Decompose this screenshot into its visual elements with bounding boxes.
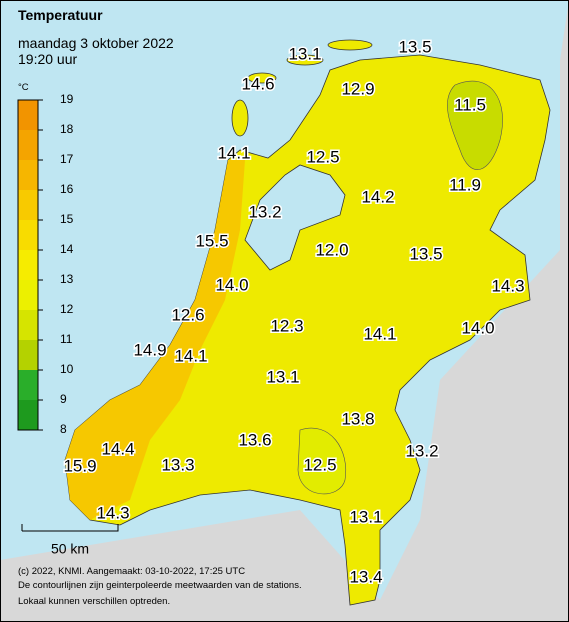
station-value: 13.8 (341, 409, 374, 428)
island (231, 99, 249, 137)
island (327, 39, 373, 51)
date: maandag 3 oktober 2022 (18, 35, 174, 51)
station-value: 15.9 (63, 456, 96, 475)
island (247, 72, 277, 84)
station-value: 14.3 (491, 276, 524, 295)
tick-label: 13 (60, 272, 74, 286)
colorbar-segment (18, 130, 38, 160)
scale-bar (21, 524, 119, 532)
colorbar-segment (18, 160, 38, 190)
colorbar-segment (18, 340, 38, 370)
station-value: 13.6 (238, 430, 271, 449)
scale-label: 50 km (51, 541, 89, 557)
station-value: 12.5 (306, 147, 339, 166)
station-value: 13.1 (266, 367, 299, 386)
footer-line: (c) 2022, KNMI. Aangemaakt: 03-10-2022, … (18, 566, 245, 577)
station-value: 14.9 (133, 340, 166, 359)
colorbar-segment (18, 280, 38, 310)
station-value: 14.1 (217, 143, 250, 162)
station-value: 12.3 (270, 316, 303, 335)
netherlands (64, 54, 551, 606)
colorbar-frame (17, 99, 39, 431)
station-value: 13.2 (405, 441, 438, 460)
ijsselmeer (244, 164, 346, 271)
station-value: 14.2 (361, 187, 394, 206)
tick-label: 15 (60, 212, 74, 226)
station-value: 11.9 (449, 175, 481, 194)
tick-label: 14 (60, 242, 74, 256)
station-value: 13.1 (349, 507, 382, 526)
tick-label: 11 (60, 332, 73, 346)
footer-line: Lokaal kunnen verschillen optreden. (18, 596, 170, 607)
station-value: 13.5 (398, 37, 431, 56)
colorbar-segment (18, 250, 38, 280)
cool-area (447, 80, 503, 170)
tick-label: 10 (60, 362, 74, 376)
colorbar-segment (18, 220, 38, 250)
station-value: 12.6 (171, 305, 204, 324)
station-value: 13.5 (409, 244, 442, 263)
station-value: 12.5 (303, 455, 336, 474)
station-value: 14.4 (101, 439, 134, 458)
cool-area (297, 427, 347, 495)
station-value: 13.2 (248, 202, 281, 221)
station-value: 12.9 (341, 79, 374, 98)
station-value: 14.0 (215, 275, 248, 294)
station-value: 14.1 (363, 324, 396, 343)
warm-area (65, 160, 245, 520)
title: Temperatuur (18, 7, 103, 23)
stations: 13.1 13.5 14.6 12.9 11.5 14.1 12.5 14.2 11.9 13.2… (62, 36, 526, 588)
colorbar-segment (18, 370, 38, 400)
tick-label: 18 (60, 122, 74, 136)
tick-label: 16 (60, 182, 74, 196)
station-value: 14.0 (461, 318, 494, 337)
island (286, 54, 324, 66)
tick-label: 9 (60, 392, 67, 406)
tick-label: 8 (60, 422, 67, 436)
station-value: 13.3 (161, 455, 194, 474)
station-value: 11.5 (454, 95, 486, 114)
tick-label: 19 (60, 92, 74, 106)
legend-unit: °C (18, 82, 29, 93)
colorbar: 8 9 10 11 12 13 14 15 16 17 18 19 (17, 92, 74, 436)
colorbar-segment (18, 100, 38, 130)
footer-line: De contourlijnen zijn geinterpoleerde me… (18, 580, 302, 591)
colorbar-segment (18, 400, 38, 430)
station-value: 14.6 (241, 74, 274, 93)
colorbar-segment (18, 190, 38, 220)
tick-label: 17 (60, 152, 74, 166)
station-value: 15.5 (195, 231, 228, 250)
station-value: 12.0 (315, 240, 348, 259)
station-value: 13.1 (288, 44, 321, 63)
station-value: 14.1 (174, 346, 207, 365)
station-value: 14.3 (96, 503, 129, 522)
station-value: 13.4 (349, 567, 382, 586)
time: 19:20 uur (18, 51, 77, 67)
colorbar-segment (18, 310, 38, 340)
tick-label: 12 (60, 302, 74, 316)
